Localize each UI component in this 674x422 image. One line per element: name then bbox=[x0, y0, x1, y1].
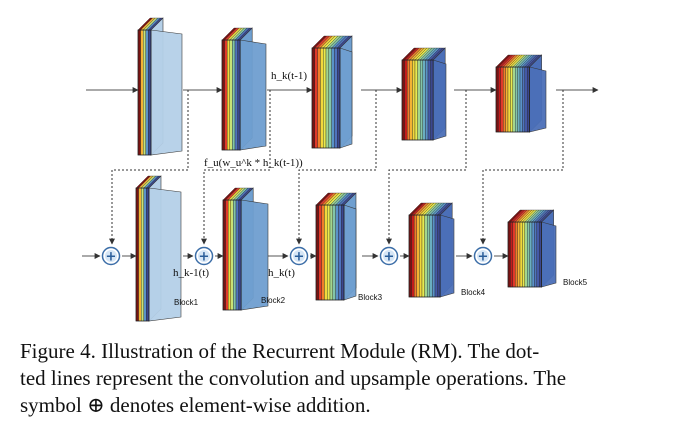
block-1 bbox=[135, 175, 182, 322]
feature-blocks bbox=[135, 17, 557, 322]
block-label-4: Block4 bbox=[461, 288, 486, 297]
top-block-4 bbox=[401, 47, 447, 141]
block-label-5: Block5 bbox=[563, 278, 588, 287]
recurrent-module-diagram: + + + + + h_k(t-1) bbox=[82, 17, 599, 322]
svg-text:+: + bbox=[294, 250, 305, 265]
top-block-2 bbox=[221, 27, 267, 151]
add-nodes: + + + + + bbox=[101, 246, 493, 266]
add-node-1: + bbox=[101, 246, 121, 266]
block-4 bbox=[408, 202, 455, 298]
caption-line-1: Figure 4. Illustration of the Recurrent … bbox=[20, 339, 540, 363]
block-label-1: Block1 bbox=[174, 298, 199, 307]
svg-text:+: + bbox=[478, 250, 489, 265]
dotted-link-4 bbox=[386, 90, 467, 245]
label-h-k-minus-1-t: h_k-1(t) bbox=[173, 267, 209, 279]
dotted-link-1 bbox=[109, 90, 189, 245]
svg-text:+: + bbox=[384, 250, 395, 265]
top-block-3 bbox=[311, 35, 353, 149]
add-node-4: + bbox=[379, 246, 399, 266]
top-block-1 bbox=[137, 17, 183, 156]
svg-text:+: + bbox=[106, 250, 117, 265]
block-5 bbox=[507, 209, 557, 288]
dotted-link-2 bbox=[201, 90, 271, 245]
svg-text:+: + bbox=[199, 250, 210, 265]
add-node-2: + bbox=[194, 246, 214, 266]
block-2 bbox=[222, 187, 269, 311]
top-block-5 bbox=[495, 54, 547, 133]
add-node-3: + bbox=[289, 246, 309, 266]
block-label-2: Block2 bbox=[261, 296, 286, 305]
label-h-k-t-minus-1: h_k(t-1) bbox=[271, 70, 307, 82]
block-label-3: Block3 bbox=[358, 293, 383, 302]
caption-line-2: ted lines represent the convolution and … bbox=[20, 366, 567, 390]
caption-line-3: symbol ⊕ denotes element-wise addition. bbox=[20, 393, 371, 417]
add-node-5: + bbox=[473, 246, 493, 266]
label-h-k-t: h_k(t) bbox=[268, 267, 295, 279]
block-3 bbox=[315, 192, 357, 301]
dotted-link-3 bbox=[296, 90, 377, 245]
label-conv-op: f_u(w_u^k * h_k(t-1)) bbox=[204, 157, 303, 169]
dotted-connections bbox=[109, 90, 564, 245]
dotted-link-5 bbox=[480, 90, 564, 245]
